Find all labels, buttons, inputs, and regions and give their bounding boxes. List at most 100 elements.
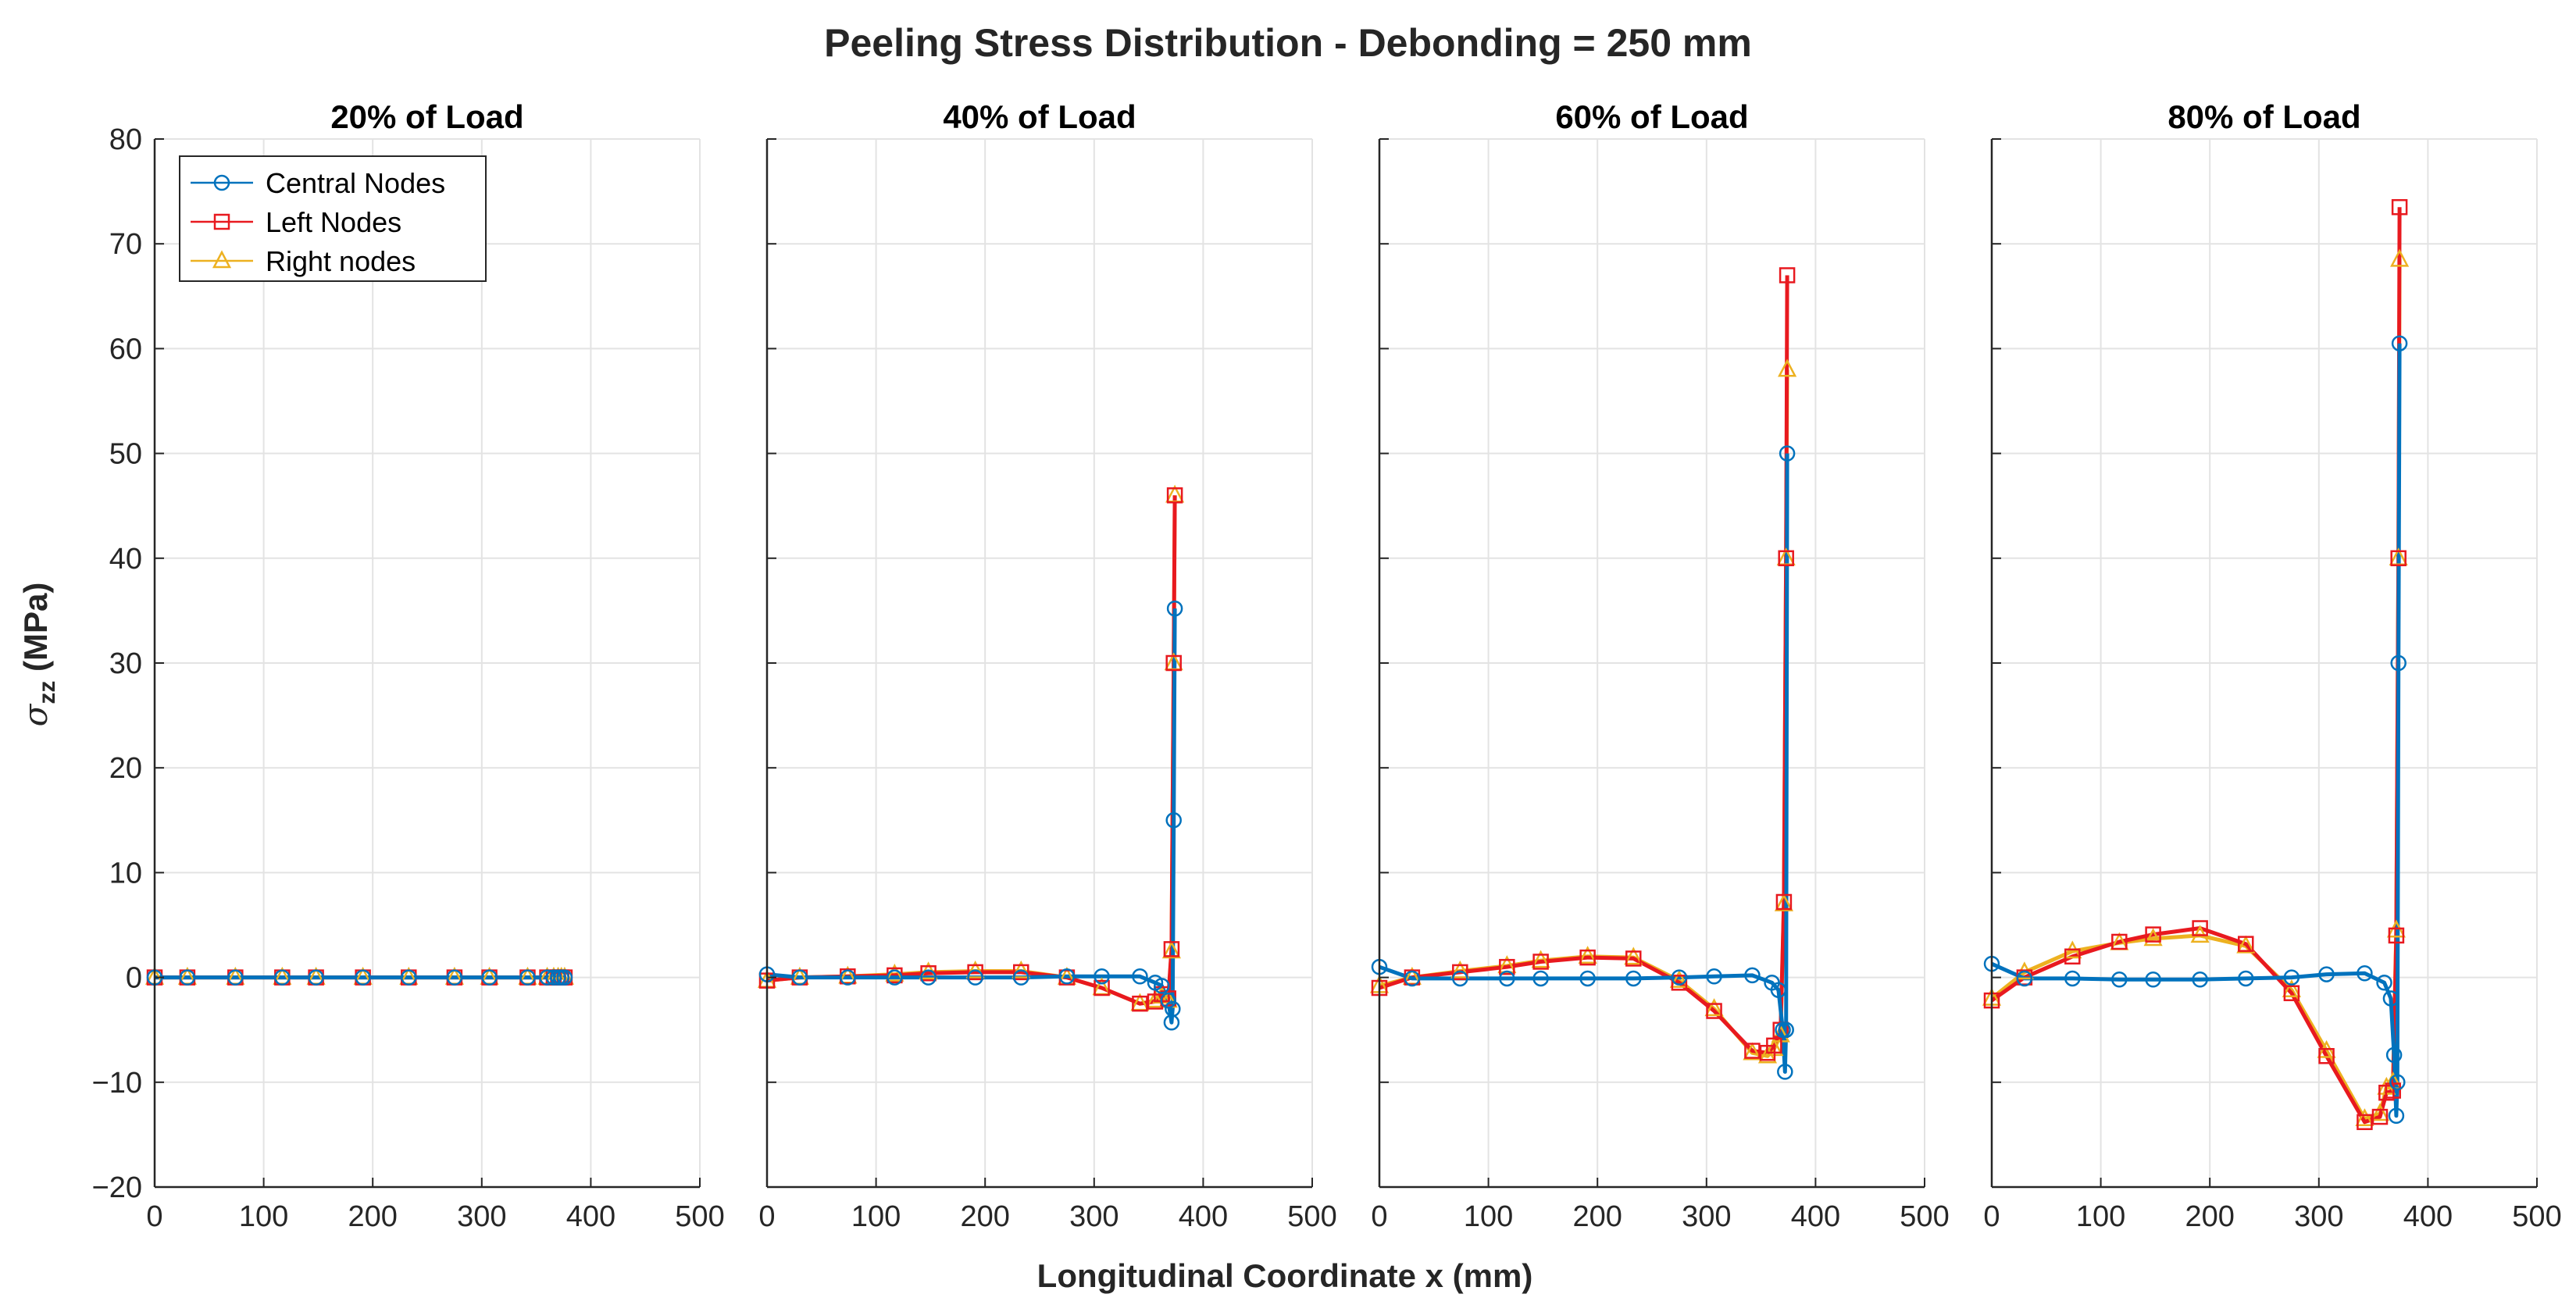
x-tick-label: 300	[2294, 1200, 2343, 1233]
data-point-central	[2357, 964, 2373, 982]
legend-entry-right: Right nodes	[191, 245, 416, 277]
legend-label: Left Nodes	[266, 206, 401, 238]
x-tick-label: 0	[1983, 1200, 2000, 1233]
data-point-central	[1779, 445, 1796, 462]
series-markers-central	[758, 600, 1183, 1031]
panel-title: 20% of Load	[330, 98, 523, 135]
series-line-central	[1990, 343, 2402, 1118]
data-point-central	[1706, 968, 1722, 985]
data-point-right	[1774, 893, 1793, 911]
data-point-central	[887, 969, 903, 986]
legend-label: Central Nodes	[266, 167, 445, 199]
x-tick-label: 300	[1682, 1200, 1731, 1233]
data-point-central	[2145, 972, 2161, 988]
data-point-left	[1165, 654, 1182, 672]
x-tick-label: 200	[1572, 1200, 1622, 1233]
series-line-central	[766, 608, 1177, 1025]
legend-entry-central: Central Nodes	[191, 167, 445, 199]
data-point-left	[1625, 950, 1642, 967]
data-point-central	[446, 969, 463, 986]
series-line-central	[1379, 453, 1789, 1074]
panel-title: 60% of Load	[1555, 98, 1748, 135]
series-markers-right	[1369, 358, 1797, 1064]
data-point-central	[2376, 975, 2392, 991]
data-point-central	[1013, 969, 1029, 986]
legend-marker	[213, 213, 230, 230]
data-point-right	[1743, 1042, 1762, 1061]
data-point-right	[1011, 960, 1031, 979]
data-point-left	[1671, 975, 1688, 991]
chart-panel-4: 0 100 200 300 400 500 80% of Load	[1982, 98, 2562, 1233]
data-point-central	[1452, 970, 1468, 987]
data-point-central	[2064, 970, 2081, 987]
data-point-central	[519, 969, 536, 986]
data-point-left	[2390, 550, 2407, 567]
y-tick-label: 10	[109, 857, 142, 890]
x-tick-label: 0	[146, 1200, 162, 1233]
data-point-central	[2388, 1107, 2405, 1124]
data-point-left	[1766, 1037, 1782, 1054]
x-tick-label: 500	[675, 1200, 724, 1233]
y-tick-label: 30	[109, 647, 142, 680]
x-tick-label: 200	[960, 1200, 1009, 1233]
data-point-central	[920, 969, 937, 986]
data-point-left	[1532, 954, 1549, 970]
series-markers-left	[758, 487, 1183, 1012]
data-point-left	[1452, 964, 1468, 981]
x-tick-label: 100	[239, 1200, 288, 1233]
data-point-right	[2355, 1108, 2374, 1127]
legend: Central Nodes Left Nodes Right nodes	[179, 155, 487, 282]
data-point-central	[2391, 335, 2408, 351]
data-point-left	[1775, 893, 1793, 911]
y-axis-label-symbol: σ	[16, 703, 55, 726]
y-axis-label-unit: (MPa)	[17, 583, 54, 681]
data-point-left	[2385, 1082, 2401, 1099]
data-point-left	[1163, 941, 1180, 957]
data-point-central	[1165, 812, 1182, 829]
series-line-right	[1990, 259, 2402, 1121]
data-point-right	[1531, 950, 1550, 968]
chart-panel-1: 0 100 200 300 400 500 −20 −10 0 10 20 30 40 50 60 70 80 2…	[92, 98, 725, 1233]
y-tick-label: 0	[126, 962, 142, 995]
data-point-right	[2370, 1103, 2390, 1121]
data-point-left	[1013, 964, 1029, 981]
x-tick-label: 500	[1900, 1200, 1949, 1233]
y-tick-label: 70	[109, 228, 142, 261]
data-point-central	[179, 969, 196, 986]
x-tick-label: 400	[1791, 1200, 1840, 1233]
x-tick-label: 500	[2512, 1200, 2561, 1233]
data-point-central	[1132, 968, 1148, 985]
y-axis-label-subscript: zz	[34, 681, 60, 704]
y-tick-label: −10	[92, 1067, 142, 1100]
data-point-central	[967, 969, 983, 986]
data-point-central	[2382, 990, 2399, 1007]
data-point-central	[2111, 972, 2128, 988]
data-point-central	[791, 969, 808, 986]
data-point-left	[2391, 198, 2408, 216]
data-point-central	[274, 969, 291, 986]
data-point-central	[481, 969, 498, 986]
data-point-right	[1578, 946, 1597, 964]
data-point-central	[355, 969, 371, 986]
series-line-right	[766, 495, 1177, 1006]
y-tick-label: 50	[109, 438, 142, 471]
data-point-right	[1624, 947, 1643, 965]
data-point-left	[1132, 995, 1148, 1012]
series-line-left	[1379, 275, 1789, 1055]
series-markers-left	[1371, 267, 1796, 1061]
chart-panels: 0 100 200 300 400 500 −20 −10 0 10 20 30 40 50 60 70 80 2…	[92, 98, 2562, 1233]
legend-marker	[212, 250, 232, 269]
data-point-central	[2385, 1046, 2403, 1064]
x-tick-label: 400	[1179, 1200, 1228, 1233]
data-point-central	[1777, 1064, 1793, 1080]
x-tick-label: 300	[1069, 1200, 1119, 1233]
data-point-left	[967, 964, 983, 981]
data-point-central	[1154, 978, 1170, 994]
x-tick-label: 400	[2403, 1200, 2453, 1233]
data-point-central	[1671, 969, 1688, 986]
data-point-central	[1778, 1021, 1794, 1038]
data-point-left	[1778, 550, 1794, 567]
data-point-left	[2357, 1114, 2373, 1131]
figure-title: Peeling Stress Distribution - Debonding …	[824, 21, 1752, 65]
